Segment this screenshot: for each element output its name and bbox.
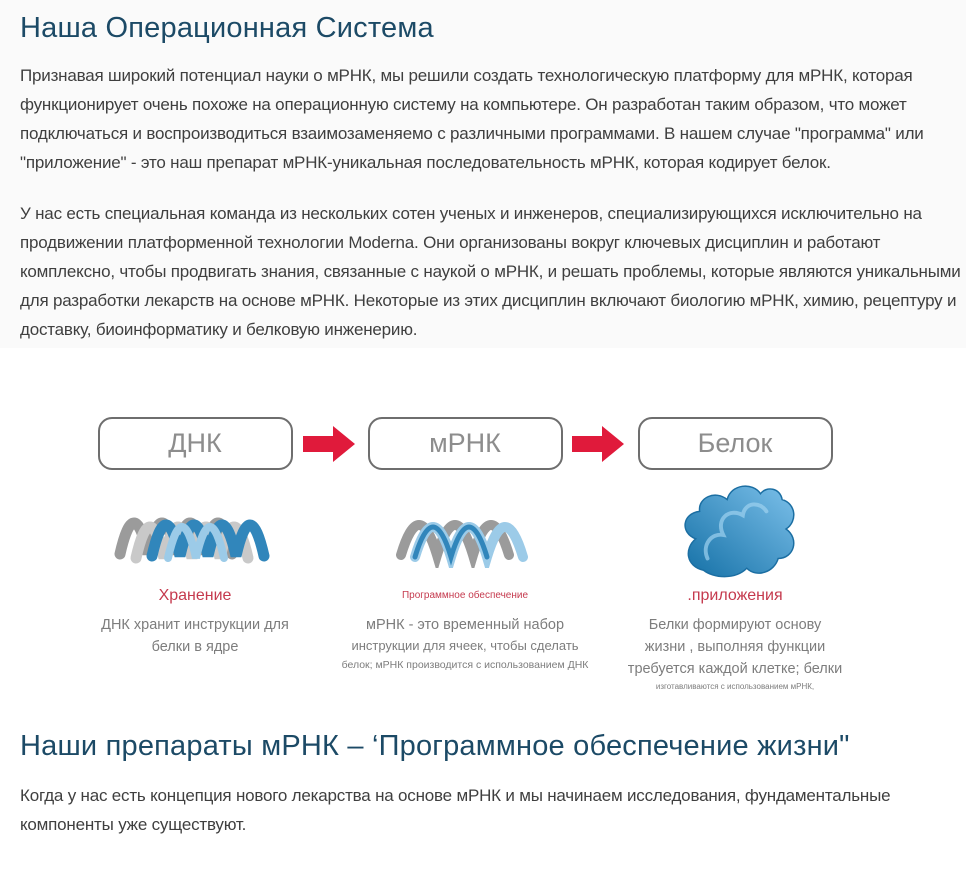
paragraph-line: продвижении платформенной технологии Mod… [20,233,881,252]
mrna-medicines-section: Наши препараты мРНК – ‘Программное обесп… [0,730,966,873]
mrna-box: мРНК [367,417,563,470]
right-arrow-icon [303,426,355,462]
dna-box: ДНК [97,417,293,470]
description-line: требуется каждой клетке; белки [627,661,843,677]
paragraph-line: У нас есть специальная команда из нескол… [20,204,922,223]
diagram-column-dna: ДНК Хранение ДНК хранит инструкции для б… [65,417,325,658]
description-line: белок; мРНК производится с использование… [341,659,589,671]
paragraph-line: Признавая широкий потенциал науки о мРНК… [20,66,913,85]
diagram-column-mrna: мРНК Программное обеспечение мРНК - это … [335,417,595,675]
page-title: Наша Операционная Система [20,12,434,44]
paragraph-line: функционирует очень похоже на операционн… [20,95,907,114]
double-helix-icon [65,474,325,586]
dna-label: Хранение [158,587,232,604]
dna-mrna-protein-diagram: ДНК Хранение ДНК хранит инструкции для б… [0,348,966,718]
description-line: изготавливаются с использованием мРНК, [655,682,815,691]
intro-paragraph-2: У нас есть специальная команда из нескол… [20,199,961,344]
paragraph-line: для разработки лекарств на основе мРНК. … [20,291,957,310]
protein-icon [605,474,865,586]
description-line: инструкции для ячеек, чтобы сделать [351,638,579,653]
protein-label: .приложения [687,587,783,604]
mrna-label: Программное обеспечение [401,590,529,601]
mrna-description: мРНК - это временный набор инструкции дл… [335,614,595,675]
intro-section: Наша Операционная Система Признавая широ… [0,0,966,348]
diagram-column-protein: Белок .приложения Белки формируют основу… [605,417,865,694]
single-helix-icon [335,474,595,586]
protein-box: Белок [637,417,833,470]
section-paragraph-1: Когда у нас есть концепция нового лекарс… [20,781,946,839]
description-line: мРНК - это временный набор [365,617,565,633]
paragraph-line: подключаться и воспроизводиться взаимоза… [20,124,924,143]
description-line: белки в ядре [151,639,239,655]
description-line: жизни , выполняя функции [644,639,826,655]
protein-description: Белки формируют основу жизни , выполняя … [605,614,865,694]
paragraph-line: Когда у нас есть концепция нового лекарс… [20,786,891,805]
section-title: Наши препараты мРНК – ‘Программное обесп… [20,730,850,762]
dna-description: ДНК хранит инструкции для белки в ядре [65,614,325,658]
paragraph-line: компоненты уже существуют. [20,815,247,834]
description-line: ДНК хранит инструкции для [101,617,289,633]
paragraph-line: "приложение" - это наш препарат мРНК-уни… [20,153,831,172]
intro-paragraph-1: Признавая широкий потенциал науки о мРНК… [20,61,946,177]
paragraph-line: комплексно, чтобы продвигать знания, свя… [20,262,961,281]
paragraph-line: доставку, биоинформатику и белковую инже… [20,320,418,339]
description-line: Белки формируют основу [648,617,822,633]
right-arrow-icon [572,426,624,462]
